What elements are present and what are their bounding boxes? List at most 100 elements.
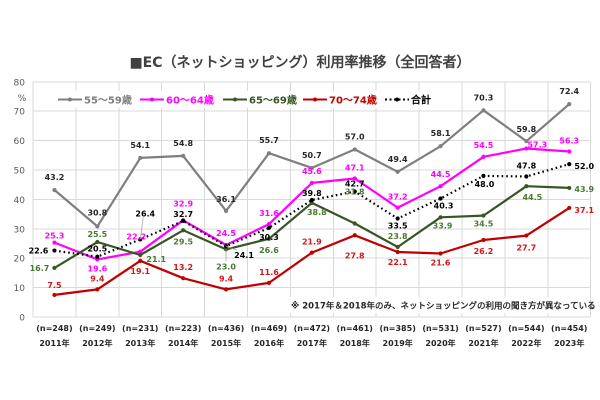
data-point [309, 197, 314, 203]
data-point [352, 189, 357, 194]
x-tick-label: 2020年 [425, 338, 455, 348]
x-tick-sample-size: (n=436) [208, 324, 244, 333]
legend-label: 70～74歳 [329, 94, 377, 107]
data-point [223, 208, 229, 213]
data-label-total: 39.8 [302, 189, 322, 198]
data-point [524, 174, 529, 179]
data-label-65-69: 25.5 [87, 230, 107, 239]
y-axis-unit-label: % [18, 94, 27, 104]
data-point [52, 292, 57, 298]
x-tick-label: 2014年 [168, 338, 198, 348]
data-label-65-69: 34.5 [474, 220, 494, 229]
x-tick-label: 2018年 [340, 338, 370, 348]
data-point [481, 237, 486, 243]
legend-item-70-74: 70～74歳 [303, 94, 377, 107]
axes: 0 10 20 30 40 50 60 70 80% (n=248) 2011年 (n=249) 201… [14, 78, 588, 348]
data-label-55-59: 58.1 [431, 129, 451, 138]
data-label-55-59: 57.0 [345, 132, 365, 141]
x-tick-label: 2012年 [82, 338, 112, 348]
data-point [52, 187, 57, 193]
legend-label: 55～59歳 [84, 94, 132, 107]
legend-marker-icon [395, 97, 399, 102]
data-point [567, 185, 572, 191]
series-total [52, 162, 572, 259]
data-point [567, 205, 572, 211]
data-point [352, 147, 357, 152]
data-point [481, 213, 486, 218]
legend-label: 65～69歳 [249, 94, 297, 107]
data-label-60-64: 24.5 [216, 229, 236, 238]
legend-marker-icon [233, 97, 237, 102]
y-tick-label: 20 [14, 255, 26, 265]
chart-title: ■EC（ネットショッピング）利用率推移（全回答者） [129, 54, 470, 71]
x-tick-label: 2017年 [297, 338, 327, 348]
y-tick-label: 10 [14, 284, 26, 294]
data-label-70-74: 22.1 [388, 258, 408, 267]
data-point [309, 165, 314, 171]
data-point [95, 239, 100, 245]
x-tick-sample-size: (n=527) [465, 324, 501, 333]
data-label-65-69: 43.9 [574, 185, 594, 194]
data-point [481, 154, 486, 159]
data-label-55-59: 59.8 [516, 125, 536, 134]
x-tick-label: 2022年 [511, 338, 541, 348]
data-label-total: 40.3 [434, 202, 454, 211]
data-point [395, 249, 400, 255]
data-point [481, 173, 486, 178]
data-label-55-59: 36.1 [216, 195, 236, 204]
legend-marker-icon [313, 97, 317, 102]
data-label-70-74: 37.1 [574, 206, 594, 215]
data-label-total: 33.5 [388, 222, 408, 231]
data-point [524, 233, 529, 238]
x-tick-sample-size: (n=248) [36, 324, 72, 333]
data-label-65-69: 16.7 [30, 264, 50, 273]
y-tick-label: 0 [19, 314, 25, 324]
data-point [438, 196, 443, 201]
data-point [395, 169, 400, 174]
data-label-70-74: 11.6 [259, 268, 279, 277]
data-point [438, 251, 443, 256]
data-label-65-69: 21.1 [146, 255, 166, 264]
data-point [524, 139, 529, 144]
data-label-70-74: 27.7 [516, 244, 536, 253]
data-label-65-69: 33.9 [433, 221, 453, 230]
y-tick-label: 40 [14, 196, 26, 206]
legend-item-55-59: 55～59歳 [58, 94, 132, 107]
data-label-60-64: 56.3 [559, 136, 579, 145]
data-point [266, 236, 272, 241]
data-point [223, 287, 229, 292]
data-point [266, 151, 272, 156]
data-label-55-59: 54.8 [173, 139, 193, 148]
data-label-60-64: 54.5 [474, 141, 494, 150]
data-point [181, 153, 186, 158]
data-point [438, 144, 443, 149]
data-label-60-64: 31.6 [259, 209, 279, 218]
legend-item-total: 合計 [385, 94, 431, 107]
data-point [395, 216, 400, 221]
x-tick-sample-size: (n=472) [294, 324, 330, 333]
x-tick-label: 2011年 [39, 338, 69, 348]
data-label-60-64: 22.2 [126, 233, 146, 242]
data-label-70-74: 7.5 [47, 281, 62, 290]
data-label-total: 22.6 [29, 247, 49, 256]
data-label-60-64: 47.1 [345, 164, 365, 173]
data-point [266, 280, 272, 285]
data-label-55-59: 30.8 [87, 208, 107, 217]
data-label-60-64: 57.3 [527, 141, 547, 150]
data-point [52, 248, 57, 253]
data-label-total: 32.7 [173, 210, 193, 219]
data-label-65-69: 31.8 [345, 188, 365, 197]
x-tick-label: 2021年 [468, 338, 498, 348]
data-label-55-59: 50.7 [302, 151, 322, 160]
data-point [138, 258, 143, 263]
data-point [138, 252, 143, 258]
data-point [52, 265, 57, 271]
legend-marker-icon [150, 97, 154, 102]
label-leader-line [225, 245, 237, 251]
data-point [181, 218, 186, 223]
legend: 55～59歳 60～64歳 65～69歳 70～74歳 合計 [52, 91, 447, 108]
data-point [395, 244, 400, 250]
data-label-total: 20.5 [87, 245, 107, 254]
